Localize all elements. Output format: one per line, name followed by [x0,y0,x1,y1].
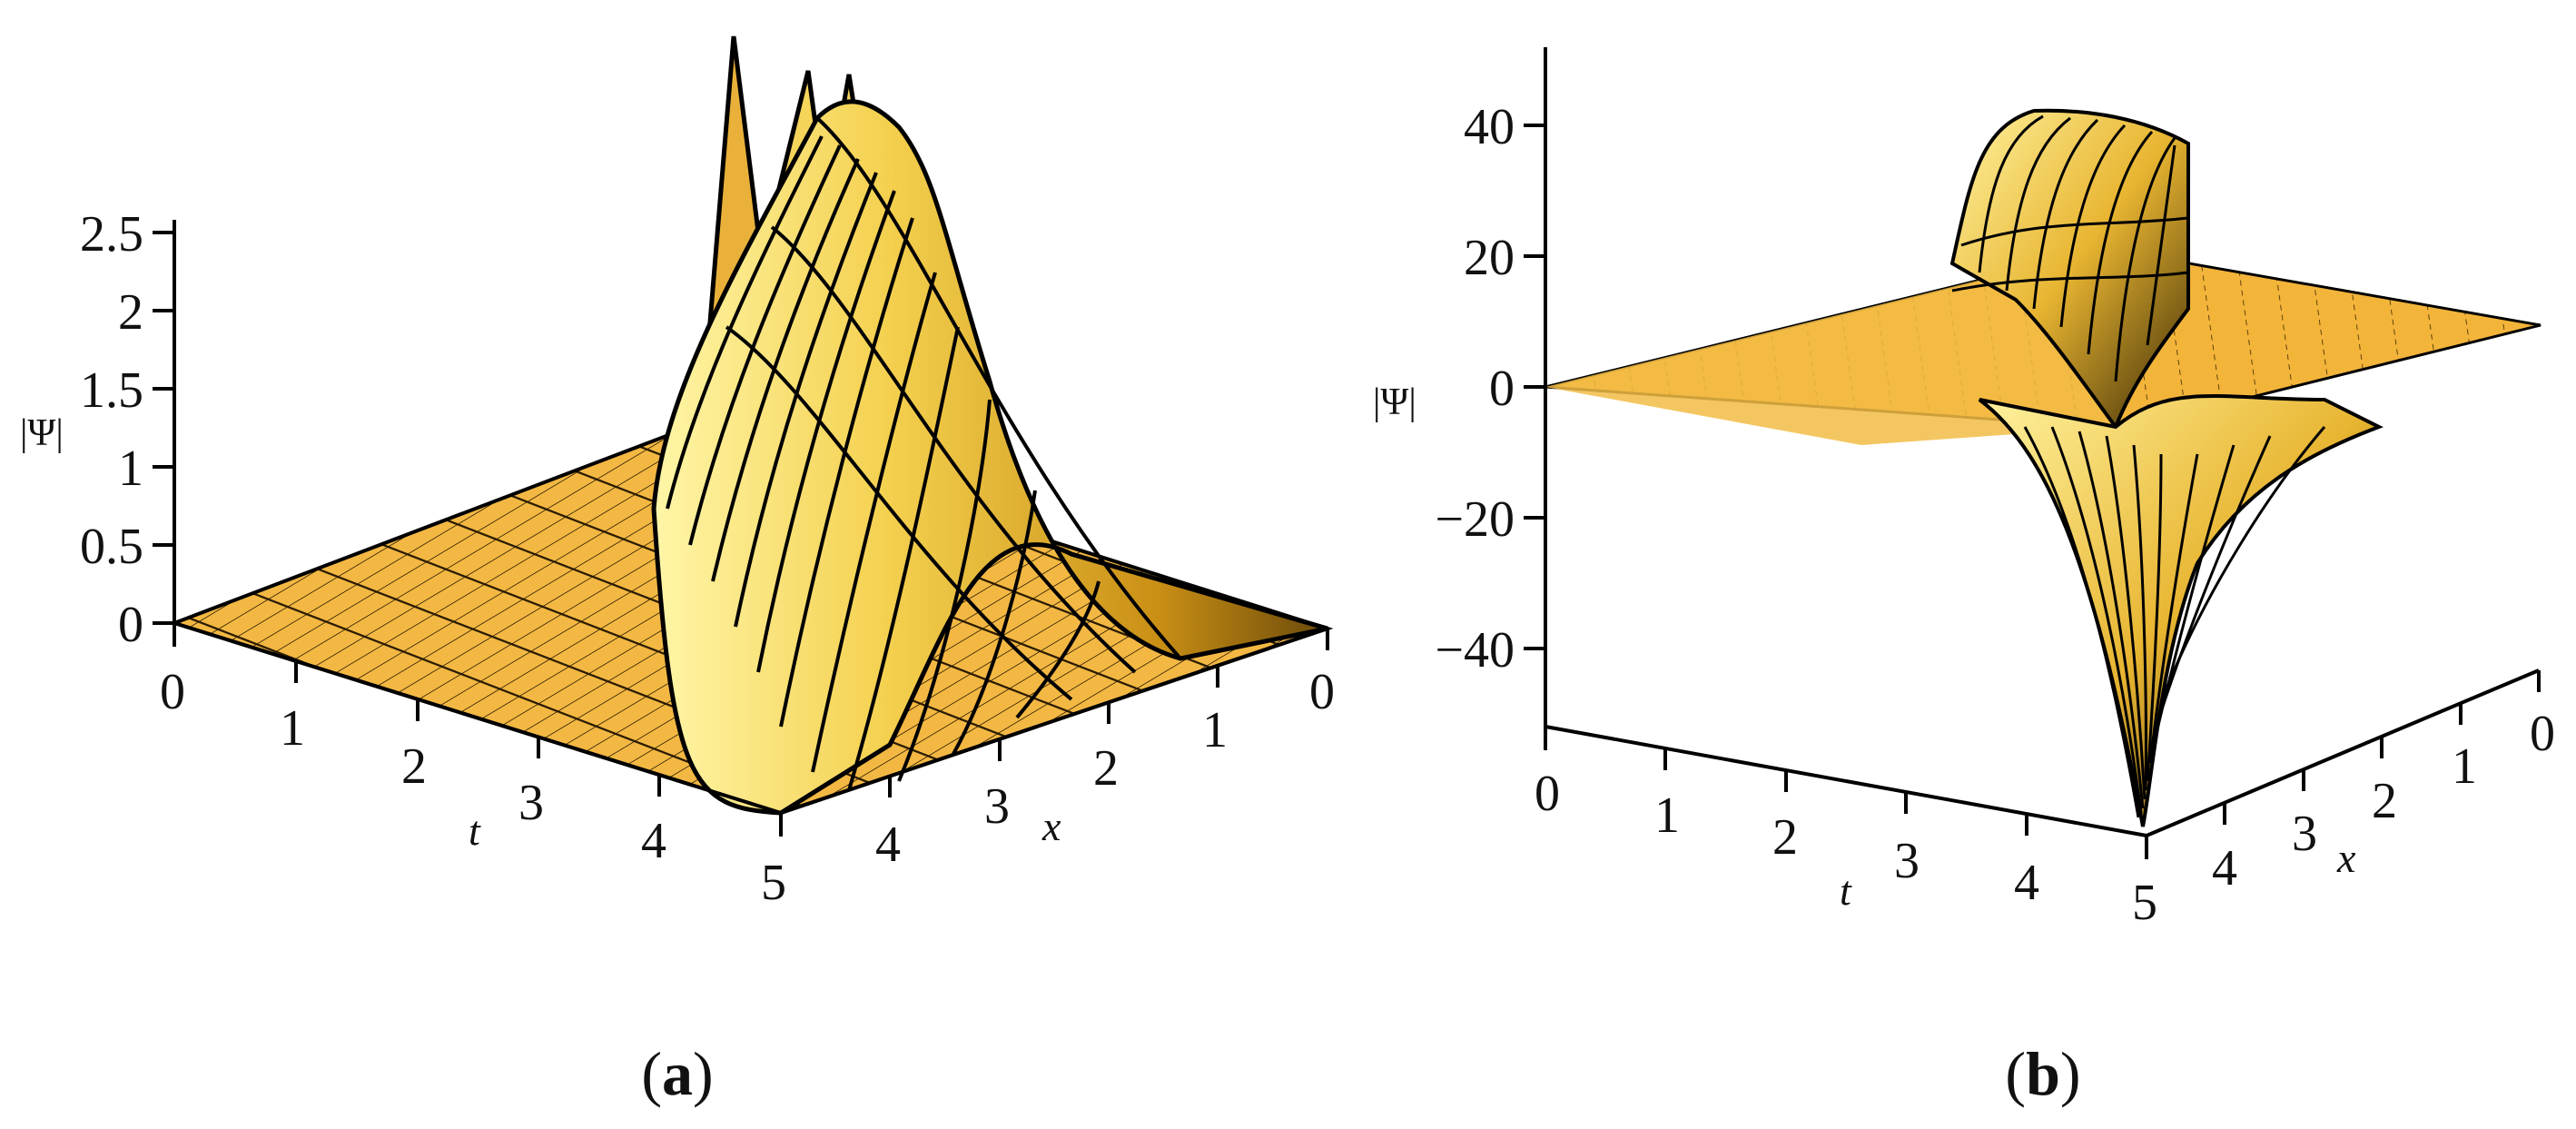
panel-a-x-tick: 4 [875,817,901,873]
panel-a-axes [173,220,1328,815]
panel-a-ticks [153,231,1329,837]
panel-b-t-tick: 1 [1654,787,1680,844]
panel-a-t-tick-labels: 0 1 2 3 4 5 [160,664,786,911]
panel-b-z-axis-label: |Ψ| [1373,381,1416,423]
panel-b-z-tick: 40 [1464,99,1515,155]
panel-b-front-sheet [1545,249,2116,445]
panel-b-caption-letter: b [2026,1039,2060,1108]
panel-a-z-tick: 0 [118,597,143,653]
panel-b-t-tick: 3 [1894,833,1920,889]
panel-a-t-tick: 4 [641,813,666,869]
panel-a-z-tick: 2 [118,284,143,341]
panel-a: 0 0.5 1 1.5 2 2.5 |Ψ| 0 1 2 3 4 5 t 0 1 … [20,35,1335,1108]
panel-b-t-tick-labels: 0 1 2 3 4 5 [1535,766,2157,931]
panel-a-z-axis-label: |Ψ| [20,412,64,454]
panel-b-t-tick: 5 [2132,875,2157,931]
panel-a-caption-text: (a) [641,1039,713,1108]
panel-b: 40 20 0 −20 −40 |Ψ| 0 1 2 3 4 5 t 0 1 2 … [1373,47,2555,1108]
panel-a-t-tick: 1 [280,700,305,757]
panel-a-t-tick: 2 [401,738,427,795]
panel-b-t-tick: 2 [1772,809,1798,866]
panel-b-z-tick: 20 [1464,230,1515,286]
panel-b-x-axis-label: x [2336,835,2356,881]
panel-a-ridge-mesh [666,116,1182,791]
panel-a-t-tick: 3 [518,775,544,831]
panel-a-x-axis-label: x [1041,803,1061,849]
panel-b-caption-text: (b) [2005,1039,2080,1108]
panel-a-x-tick: 0 [1309,664,1335,720]
panel-a-z-tick-labels: 0 0.5 1 1.5 2 2.5 [80,206,143,653]
panel-b-caption: (b) [2005,1039,2080,1108]
panel-b-z-tick: 0 [1489,361,1515,417]
panel-b-upper-spike-mesh [1951,114,2189,382]
panel-a-x-tick: 2 [1093,740,1119,797]
panel-b-lower-spike-mesh [2023,426,2326,818]
panel-b-x-tick: 3 [2292,806,2317,862]
panel-a-z-tick: 1.5 [80,362,143,419]
panel-a-t-axis-label: t [469,807,481,854]
panel-a-x-tick: 3 [984,778,1010,835]
panel-b-t-axis-label: t [1840,867,1852,914]
panel-b-z-tick: −40 [1435,622,1515,678]
panel-b-t-tick: 0 [1535,766,1560,822]
panel-b-x-tick-labels: 0 1 2 3 4 [2212,706,2555,896]
panel-a-z-tick: 2.5 [80,206,143,262]
panel-b-t-tick: 4 [2014,855,2039,911]
panel-a-x-tick-labels: 0 1 2 3 4 [875,664,1335,873]
panel-b-ticks [1524,124,2541,859]
panel-a-z-tick: 0.5 [80,519,143,575]
panel-a-caption-letter: a [662,1039,693,1108]
panel-b-upper-spike [1949,108,2190,431]
panel-a-x-tick: 1 [1202,702,1228,758]
panel-a-t-tick: 5 [761,855,786,911]
panel-b-x-tick: 1 [2452,738,2477,795]
panel-b-z-tick: −20 [1435,491,1515,548]
panel-b-x-tick: 4 [2212,840,2237,896]
panel-b-x-tick: 0 [2530,706,2555,762]
panel-b-x-tick: 2 [2372,773,2397,829]
panel-a-z-tick: 1 [118,441,143,497]
panel-a-t-tick: 0 [160,664,185,720]
panel-b-z-tick-labels: 40 20 0 −20 −40 [1435,99,1515,678]
panel-a-caption: (a) [641,1039,713,1108]
